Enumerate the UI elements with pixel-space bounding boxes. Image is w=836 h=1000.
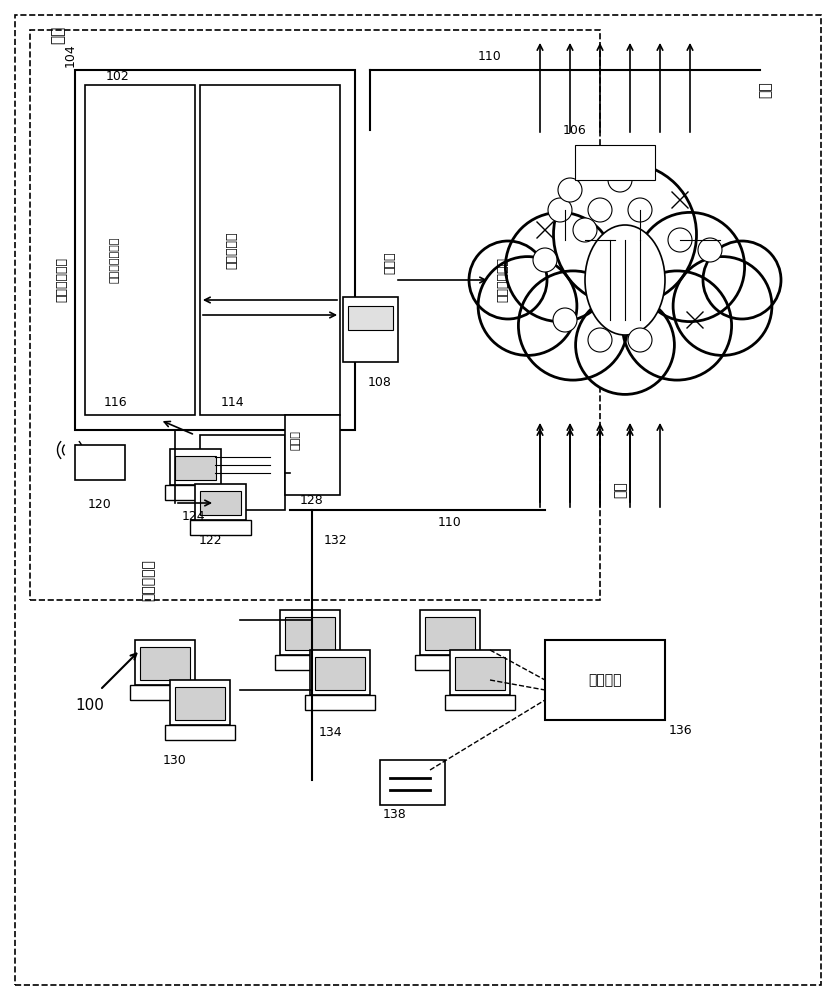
Text: 在线数据处理器: 在线数据处理器	[110, 237, 120, 283]
Text: 106: 106	[563, 123, 587, 136]
Text: 过程控制系统: 过程控制系统	[497, 257, 509, 302]
Bar	[315, 657, 365, 690]
Bar	[310, 650, 370, 695]
Bar	[30, 30, 600, 600]
Circle shape	[628, 198, 652, 222]
Bar	[175, 456, 216, 480]
Text: 132: 132	[324, 534, 347, 546]
Bar	[343, 297, 398, 362]
Circle shape	[558, 178, 582, 202]
Text: 116: 116	[103, 395, 127, 408]
Bar	[190, 520, 251, 535]
Bar	[170, 680, 230, 725]
Bar	[305, 695, 375, 710]
Circle shape	[698, 238, 722, 262]
Text: 运行管理系统: 运行管理系统	[55, 257, 69, 302]
Circle shape	[628, 328, 652, 352]
Bar	[165, 485, 226, 500]
Bar	[285, 617, 335, 650]
Circle shape	[635, 212, 745, 322]
Circle shape	[506, 212, 614, 322]
Text: 124: 124	[181, 510, 205, 524]
Text: 108: 108	[368, 376, 392, 389]
Bar	[425, 617, 475, 650]
Circle shape	[573, 218, 597, 242]
Circle shape	[576, 296, 675, 394]
Text: 130: 130	[163, 754, 187, 766]
Circle shape	[588, 198, 612, 222]
Text: 120: 120	[88, 498, 112, 512]
Circle shape	[362, 337, 378, 353]
Bar	[275, 655, 345, 670]
Text: 输入: 输入	[613, 482, 627, 498]
Text: 102: 102	[106, 70, 130, 84]
Text: 110: 110	[438, 516, 461, 528]
Bar	[75, 70, 355, 430]
Bar	[195, 484, 246, 520]
Bar	[450, 650, 510, 695]
Bar	[75, 445, 125, 480]
Circle shape	[673, 257, 772, 355]
Bar	[575, 145, 655, 180]
Text: 分析处理器: 分析处理器	[226, 231, 238, 269]
Circle shape	[548, 198, 572, 222]
Text: 134: 134	[319, 726, 342, 738]
Bar	[200, 491, 241, 515]
Circle shape	[553, 163, 696, 306]
Circle shape	[622, 271, 732, 380]
Circle shape	[478, 257, 577, 355]
Bar	[445, 695, 515, 710]
Bar	[200, 435, 285, 510]
Text: 远程工作站: 远程工作站	[141, 559, 155, 601]
Bar	[420, 610, 480, 655]
Bar	[280, 610, 340, 655]
Bar	[545, 640, 665, 720]
Text: 104: 104	[64, 43, 77, 67]
Text: 138: 138	[383, 808, 407, 822]
Bar	[165, 725, 235, 740]
Text: 136: 136	[668, 724, 692, 736]
Bar	[135, 640, 195, 685]
Circle shape	[588, 328, 612, 352]
Text: 122: 122	[198, 534, 222, 546]
Text: 100: 100	[75, 698, 104, 712]
Bar	[200, 85, 340, 415]
Bar	[140, 647, 190, 680]
Text: 114: 114	[220, 395, 244, 408]
Bar	[455, 657, 505, 690]
Bar	[415, 655, 485, 670]
Text: 输出: 输出	[758, 82, 772, 98]
Bar	[380, 760, 445, 805]
Text: 控制器: 控制器	[384, 252, 396, 274]
Circle shape	[668, 228, 692, 252]
Bar	[348, 306, 393, 330]
Circle shape	[518, 271, 628, 380]
Circle shape	[703, 241, 781, 319]
Text: 防火墙: 防火墙	[291, 430, 301, 450]
Bar	[130, 685, 200, 700]
Bar	[175, 687, 225, 720]
Circle shape	[553, 308, 577, 332]
Text: 128: 128	[300, 493, 324, 506]
Ellipse shape	[585, 225, 665, 335]
Text: 工厂: 工厂	[50, 26, 65, 44]
Text: 110: 110	[478, 50, 502, 64]
Text: 用户接口: 用户接口	[589, 673, 622, 687]
Circle shape	[533, 248, 557, 272]
Circle shape	[469, 241, 547, 319]
Bar	[285, 415, 340, 495]
Bar	[170, 449, 221, 485]
Bar	[85, 85, 195, 415]
Circle shape	[608, 168, 632, 192]
